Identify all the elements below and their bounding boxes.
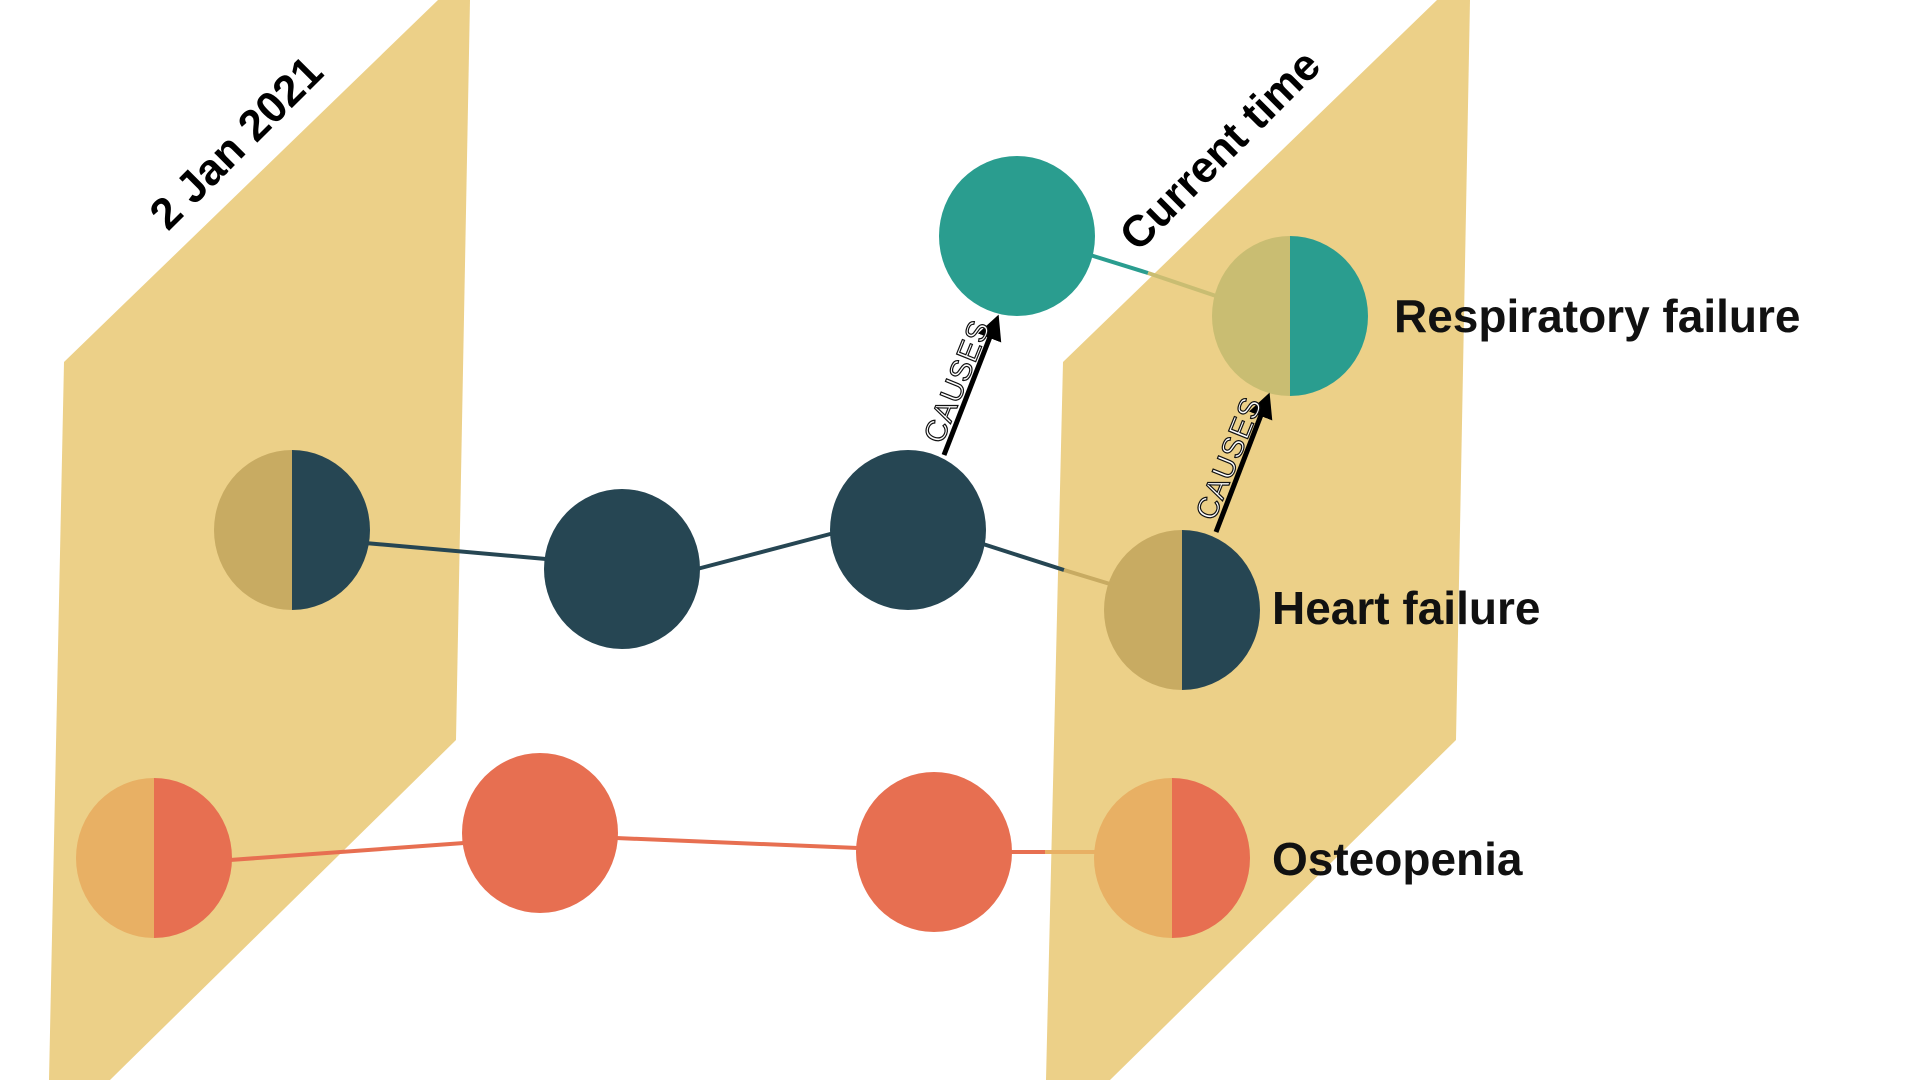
causes-arrow-to-respiratory [941,314,1002,456]
osteopenia-link-2 [615,836,859,850]
respiratory-failure-trajectory [939,156,1368,396]
current-time-plane [1046,0,1470,1080]
heart-current-node [1104,530,1260,690]
heart-failure-trajectory [214,450,1260,690]
heart-node-3 [830,450,986,610]
heart-failure-label: Heart failure [1272,582,1540,634]
heart-link-1 [364,541,547,561]
osteopenia-label: Osteopenia [1272,833,1523,885]
respiratory-current-node [1212,236,1368,396]
heart-link-3 [982,542,1065,572]
heart-link-2 [696,531,835,571]
osteopenia-current-node [1094,778,1250,938]
respiratory-node [939,156,1095,316]
heart-node-2 [544,489,700,649]
heart-start-node [214,450,370,610]
causes-label-1: CAUSES [918,315,997,447]
respiratory-failure-label: Respiratory failure [1394,290,1800,342]
osteopenia-node-3 [856,772,1012,932]
causes-arrow-heart-to-respiratory [1213,392,1273,533]
osteopenia-link-1 [229,841,465,862]
heart-link-3-faded [1063,568,1111,586]
osteopenia-start-node [76,778,232,938]
respiratory-link [1089,253,1149,275]
osteopenia-trajectory [76,753,1250,938]
respiratory-link-faded [1147,271,1223,300]
osteopenia-node-2 [462,753,618,913]
